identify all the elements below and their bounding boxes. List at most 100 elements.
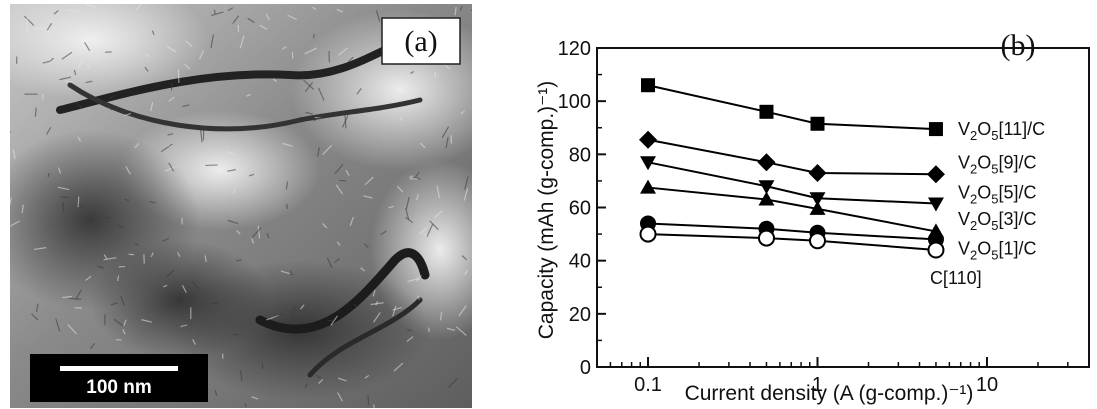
texture-mark <box>47 31 53 37</box>
texture-mark <box>317 87 325 101</box>
texture-mark <box>287 14 297 21</box>
texture-mark <box>337 377 347 382</box>
texture-mark <box>405 216 414 224</box>
texture-mark <box>363 195 373 199</box>
texture-mark <box>141 319 152 323</box>
data-point <box>639 130 658 149</box>
texture-mark <box>373 312 381 323</box>
texture-mark <box>405 207 410 220</box>
texture-mark <box>336 241 341 246</box>
series <box>639 225 945 259</box>
texture-mark <box>200 130 203 143</box>
texture-mark <box>236 230 241 235</box>
graphene-fold <box>307 297 423 378</box>
texture-mark <box>261 362 264 370</box>
texture-mark <box>304 383 308 389</box>
texture-mark <box>272 313 283 320</box>
series-line <box>647 138 936 176</box>
texture-mark <box>198 50 205 60</box>
texture-mark <box>108 94 117 99</box>
texture-mark <box>410 71 415 74</box>
panel-a-micrograph: (a) 100 nm <box>10 4 472 408</box>
texture-mark <box>35 27 49 30</box>
series <box>639 130 945 184</box>
texture-mark <box>135 4 142 11</box>
texture-mark <box>10 131 12 133</box>
texture-mark <box>285 181 288 190</box>
texture-mark <box>151 30 155 36</box>
plot-frame <box>596 47 1090 368</box>
graphene-fold <box>255 248 430 334</box>
x-axis-title: Current density (A (g-comp.)⁻¹) <box>685 382 974 405</box>
y-tick-label: 80 <box>569 144 591 166</box>
data-point <box>809 192 826 207</box>
texture-mark <box>463 188 469 201</box>
texture-mark <box>232 15 240 24</box>
y-tick-label: 60 <box>569 198 591 220</box>
texture-mark <box>248 173 255 177</box>
micrograph-texture <box>10 4 472 408</box>
texture-mark <box>272 78 277 83</box>
data-point <box>757 229 775 247</box>
texture-mark <box>148 200 156 204</box>
texture-mark <box>213 9 216 14</box>
texture-mark <box>300 304 305 310</box>
texture-mark <box>426 223 434 238</box>
series-label: V2O5[3]/C <box>958 209 1037 233</box>
texture-mark <box>459 5 463 11</box>
series-line <box>647 186 937 233</box>
texture-mark <box>85 80 93 84</box>
texture-mark <box>106 103 113 111</box>
texture-mark <box>164 166 175 172</box>
texture-mark <box>34 107 37 117</box>
texture-mark <box>166 45 177 53</box>
texture-mark <box>349 216 354 226</box>
texture-mark <box>84 41 91 52</box>
panel-a-label-box <box>381 17 461 65</box>
texture-mark <box>392 305 397 317</box>
texture-mark <box>305 111 313 115</box>
texture-mark <box>46 22 53 31</box>
y-tick-label: 120 <box>558 38 591 60</box>
texture-mark <box>163 284 168 288</box>
texture-mark <box>464 176 469 190</box>
series-label: V2O5[5]/C <box>958 183 1037 207</box>
y-tick-label: 0 <box>580 357 591 379</box>
data-point <box>808 163 827 182</box>
texture-mark <box>454 7 457 16</box>
texture-mark <box>116 275 120 282</box>
texture-mark <box>417 295 421 301</box>
texture-mark <box>73 69 77 76</box>
texture-mark <box>55 318 61 332</box>
texture-mark <box>317 147 320 157</box>
texture-mark <box>239 370 243 381</box>
texture-mark <box>445 136 449 149</box>
texture-mark <box>50 57 54 62</box>
texture-mark <box>345 169 350 176</box>
data-point <box>808 232 826 250</box>
texture-mark <box>336 8 343 13</box>
texture-mark <box>364 243 369 248</box>
texture-mark <box>134 142 140 149</box>
data-point <box>640 179 657 194</box>
texture-mark <box>304 47 318 55</box>
texture-mark <box>409 175 414 179</box>
texture-mark <box>251 227 262 238</box>
texture-mark <box>144 66 149 72</box>
texture-mark <box>364 374 370 379</box>
texture-mark <box>35 303 39 313</box>
series-line <box>647 161 936 205</box>
texture-mark <box>415 177 421 180</box>
texture-mark <box>303 79 314 90</box>
data-point <box>810 116 825 131</box>
texture-mark <box>25 18 28 33</box>
texture-mark <box>291 306 296 317</box>
texture-mark <box>57 167 62 174</box>
texture-mark <box>322 144 333 155</box>
texture-mark <box>184 63 191 70</box>
texture-mark <box>10 220 20 227</box>
texture-mark <box>441 126 450 139</box>
data-point <box>640 156 657 171</box>
texture-mark <box>434 210 443 218</box>
